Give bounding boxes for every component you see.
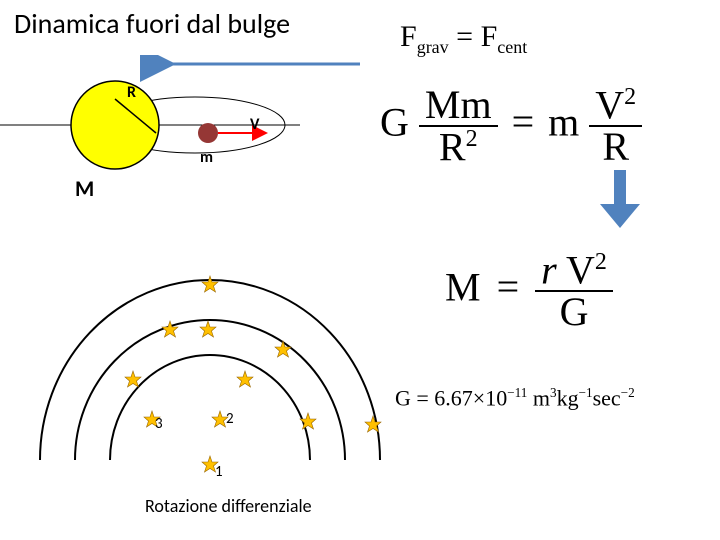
equation-force-balance: Fgrav = Fcent: [400, 20, 527, 58]
frac-Mm-R2: Mm R2: [419, 85, 498, 167]
arc-label-3: 3: [155, 415, 163, 433]
equation-G-value: G = 6.67×10−11 m3kg−1sec−2: [395, 385, 635, 411]
label-M: M: [75, 175, 94, 202]
equation-mass: M = r V2 G: [445, 250, 613, 332]
page-title: Dinamica fuori dal bulge: [14, 6, 290, 41]
arc-label-1: 1: [215, 463, 223, 481]
sym-m: m: [548, 99, 579, 144]
label-V: V: [250, 115, 259, 134]
derive-arrow-icon: [600, 170, 640, 230]
Fcent: Fcent: [481, 20, 528, 53]
sym-G: G: [380, 99, 409, 144]
arc-label-2: 2: [226, 410, 234, 428]
caption-differential-rotation: Rotazione differenziale: [145, 495, 312, 517]
orbiting-mass: [198, 123, 218, 143]
label-m: m: [200, 148, 213, 167]
orbit-diagram: [0, 55, 360, 225]
label-R: R: [127, 83, 136, 102]
arcs: [40, 280, 380, 460]
sym-Mres: M: [445, 264, 481, 309]
differential-rotation-diagram: [30, 270, 390, 480]
Fgrav: Fgrav: [400, 20, 449, 53]
equation-grav-cent: G Mm R2 = m V2 R: [380, 85, 642, 167]
frac-rV2-G: r V2 G: [535, 250, 613, 332]
frac-V2-R: V2 R: [589, 85, 642, 167]
stars: [125, 276, 381, 472]
